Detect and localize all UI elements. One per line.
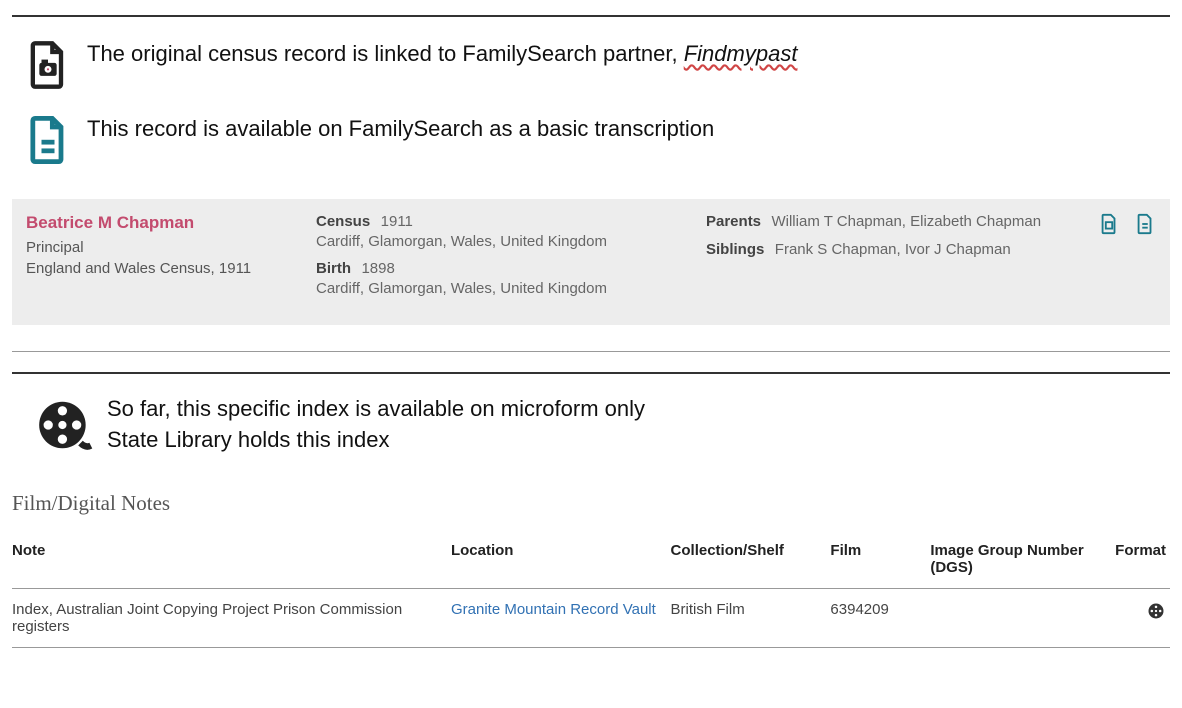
parents-value: William T Chapman, Elizabeth Chapman <box>771 213 1041 230</box>
th-format: Format <box>1110 534 1170 589</box>
census-block: Census 1911 Cardiff, Glamorgan, Wales, U… <box>316 213 706 250</box>
person-role: Principal <box>26 239 316 256</box>
table-row: Index, Australian Joint Copying Project … <box>12 589 1170 648</box>
microform-info-row: So far, this specific index is available… <box>12 394 1170 461</box>
th-collection: Collection/Shelf <box>671 534 831 589</box>
film-reel-icon <box>34 394 96 456</box>
birth-block: Birth 1898 Cardiff, Glamorgan, Wales, Un… <box>316 260 706 297</box>
birth-place: Cardiff, Glamorgan, Wales, United Kingdo… <box>316 280 706 297</box>
parents-label: Parents <box>706 213 761 230</box>
birth-label: Birth <box>316 260 351 277</box>
divider-2 <box>12 372 1170 374</box>
film-digital-notes-table: Note Location Collection/Shelf Film Imag… <box>12 534 1170 648</box>
th-dgs: Image Group Number (DGS) <box>930 534 1110 589</box>
document-icon <box>22 114 74 166</box>
census-year: 1911 <box>381 213 413 230</box>
microform-text: So far, this specific index is available… <box>107 394 645 456</box>
location-link[interactable]: Granite Mountain Record Vault <box>451 601 656 618</box>
image-available-icon[interactable] <box>1098 213 1120 235</box>
birth-year: 1898 <box>361 260 394 277</box>
microfilm-format-icon <box>1146 601 1166 621</box>
info-text-original: The original census record is linked to … <box>87 39 797 70</box>
top-horizontal-rule <box>12 15 1170 17</box>
info-row-transcription: This record is available on FamilySearch… <box>12 114 1170 171</box>
cell-collection: British Film <box>671 589 831 648</box>
siblings-block: Siblings Frank S Chapman, Ivor J Chapman <box>706 241 1076 259</box>
person-name[interactable]: Beatrice M Chapman <box>26 213 316 233</box>
record-card: Beatrice M Chapman Principal England and… <box>12 199 1170 325</box>
th-film: Film <box>830 534 930 589</box>
divider-1 <box>12 351 1170 352</box>
parents-block: Parents William T Chapman, Elizabeth Cha… <box>706 213 1076 231</box>
film-digital-notes-heading: Film/Digital Notes <box>12 491 1170 516</box>
siblings-label: Siblings <box>706 241 764 258</box>
cell-note: Index, Australian Joint Copying Project … <box>12 589 451 648</box>
record-source: England and Wales Census, 1911 <box>26 260 316 277</box>
cell-format <box>1110 589 1170 648</box>
micro-line2: State Library holds this index <box>107 425 645 456</box>
th-location: Location <box>451 534 671 589</box>
th-note: Note <box>12 534 451 589</box>
census-label: Census <box>316 213 370 230</box>
transcription-available-icon[interactable] <box>1134 213 1156 235</box>
cell-dgs <box>930 589 1110 648</box>
info-line1-prefix: The original census record is linked to … <box>87 41 684 66</box>
findmypast-link[interactable]: Findmypast <box>684 41 798 66</box>
info-row-original-record: The original census record is linked to … <box>12 39 1170 96</box>
siblings-value: Frank S Chapman, Ivor J Chapman <box>775 241 1011 258</box>
info-text-transcription: This record is available on FamilySearch… <box>87 114 714 145</box>
camera-doc-icon <box>22 39 74 91</box>
cell-film: 6394209 <box>830 589 930 648</box>
census-place: Cardiff, Glamorgan, Wales, United Kingdo… <box>316 233 706 250</box>
film-table-header-row: Note Location Collection/Shelf Film Imag… <box>12 534 1170 589</box>
micro-line1: So far, this specific index is available… <box>107 394 645 425</box>
